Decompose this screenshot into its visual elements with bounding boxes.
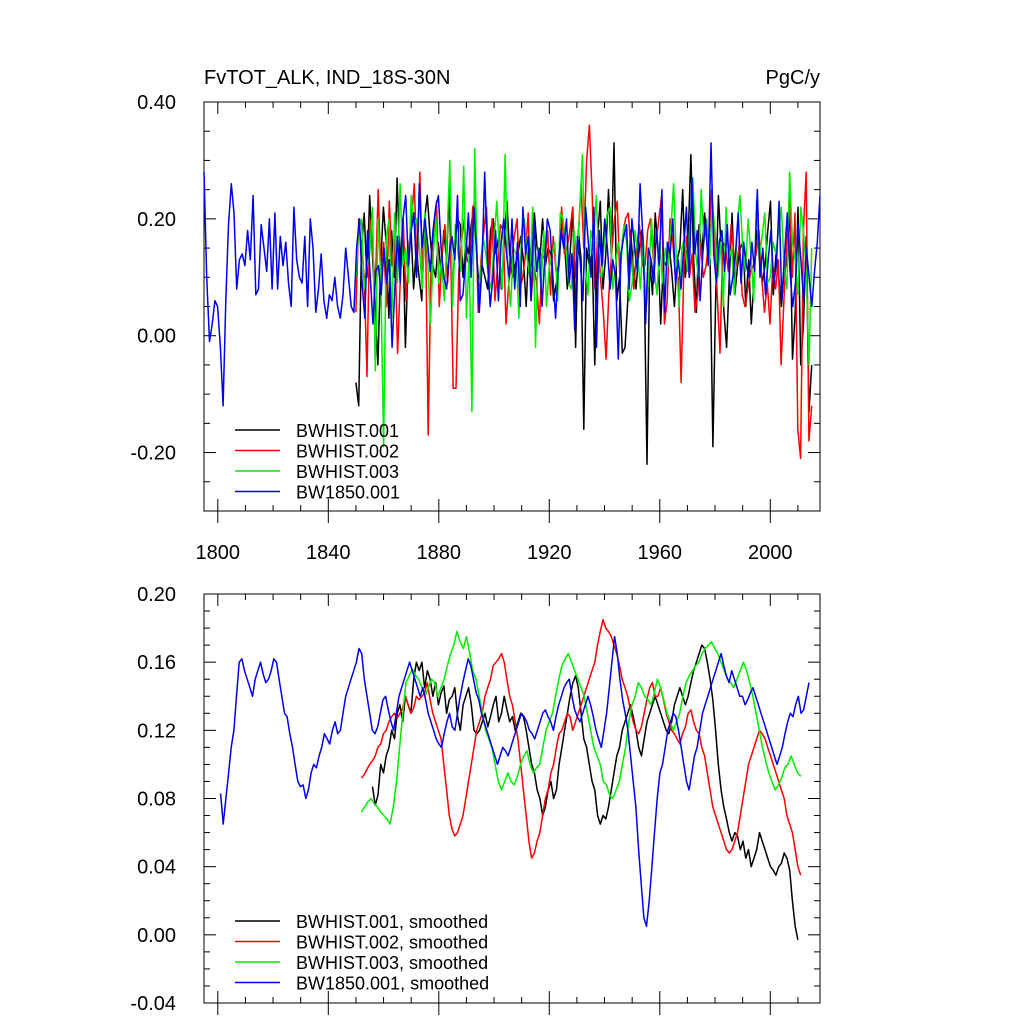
y-tick-label: 0.08 <box>137 789 176 811</box>
y-tick-labels-raw: 0.40 0.20 0.00 -0.20 <box>130 92 176 465</box>
x-tick-label: 2000 <box>748 542 793 564</box>
legend-label: BWHIST.002, smoothed <box>296 933 488 953</box>
series-line-bw1850-001 <box>203 142 821 407</box>
x-tick-labels-raw: 1800 1840 1880 1920 1960 2000 <box>196 542 793 564</box>
units-label: PgC/y <box>766 67 820 89</box>
x-tick-label: 1880 <box>417 542 462 564</box>
series-line-bwhist-003-smoothed <box>360 630 802 825</box>
y-tick-label: 0.00 <box>137 326 176 348</box>
y-tick-labels-smoothed: 0.20 0.16 0.12 0.08 0.04 0.00 -0.04 <box>130 584 176 1015</box>
legend-label: BWHIST.002 <box>296 442 399 462</box>
y-tick-label: 0.20 <box>137 209 176 231</box>
series-line-bwhist-003 <box>355 147 813 448</box>
panel-smoothed: 0.20 0.16 0.12 0.08 0.04 0.00 -0.04 BWHIST.001… <box>130 584 821 1015</box>
series-lines-raw <box>203 124 821 466</box>
ticks-smoothed <box>204 593 820 1015</box>
series-line-bwhist-001-smoothed <box>371 644 799 941</box>
series-line-bwhist-002-smoothed <box>360 618 802 876</box>
y-tick-label: 0.40 <box>137 92 176 114</box>
y-tick-label: 0.12 <box>137 720 176 742</box>
y-tick-label: 0.16 <box>137 652 176 674</box>
x-tick-label: 1960 <box>638 542 683 564</box>
y-tick-label: 0.00 <box>137 925 176 947</box>
legend-label: BWHIST.001, smoothed <box>296 912 488 932</box>
x-tick-label: 1840 <box>306 542 351 564</box>
chart-title: FvTOT_ALK, IND_18S-30N <box>204 67 450 89</box>
legend-label: BW1850.001 <box>296 483 400 503</box>
y-tick-label: 0.04 <box>137 857 176 879</box>
series-line-bw1850-001-smoothed <box>219 635 810 928</box>
y-tick-label: -0.20 <box>130 443 176 465</box>
x-tick-label: 1920 <box>527 542 572 564</box>
legend-label: BWHIST.003 <box>296 462 399 482</box>
legend-label: BWHIST.001 <box>296 421 399 441</box>
legend-label: BW1850.001, smoothed <box>296 974 489 994</box>
legend-label: BWHIST.003, smoothed <box>296 953 488 973</box>
y-tick-label: -0.04 <box>130 993 176 1015</box>
y-tick-label: 0.20 <box>137 584 176 606</box>
panel-raw: FvTOT_ALK, IND_18S-30N PgC/y 0.40 0.20 0.0… <box>130 67 821 564</box>
series-lines-smoothed <box>219 618 810 941</box>
x-tick-label: 1800 <box>196 542 241 564</box>
